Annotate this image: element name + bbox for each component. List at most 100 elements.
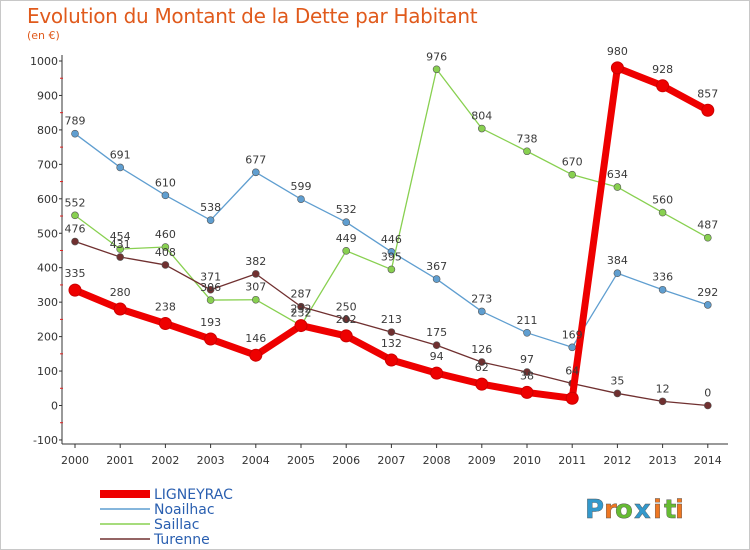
series-lines	[68, 61, 715, 410]
data-point	[703, 233, 712, 242]
data-point	[113, 302, 127, 316]
legend-label: Turenne	[153, 532, 210, 548]
data-point	[430, 366, 444, 380]
x-tick-label: 2009	[468, 454, 496, 467]
x-tick-label: 2007	[377, 454, 405, 467]
data-label: 336	[652, 271, 673, 284]
data-label: 213	[381, 313, 402, 326]
y-tick-label: 100	[37, 365, 58, 378]
y-tick-label: 1000	[30, 55, 58, 68]
data-point	[477, 124, 486, 133]
data-point	[613, 389, 622, 398]
data-label: 454	[110, 230, 131, 243]
data-point	[158, 317, 172, 331]
x-tick-label: 2004	[242, 454, 270, 467]
data-label: 62	[475, 361, 489, 374]
data-point	[432, 65, 441, 74]
data-label: 202	[336, 313, 357, 326]
data-label: 371	[200, 271, 221, 284]
data-point	[658, 208, 667, 217]
data-label: 335	[65, 267, 86, 280]
data-label: 538	[200, 201, 221, 214]
data-point	[204, 332, 218, 346]
x-tick-label: 2014	[694, 454, 722, 467]
data-point	[610, 61, 624, 75]
data-point	[703, 401, 712, 410]
data-label: 97	[520, 353, 534, 366]
logo-letter: t	[664, 495, 676, 525]
data-label: 395	[381, 250, 402, 263]
logo-letter: x	[634, 495, 651, 525]
data-label: 211	[517, 314, 538, 327]
data-label: 928	[652, 63, 673, 76]
data-point	[342, 218, 351, 227]
data-point	[701, 103, 715, 117]
y-tick-label: 900	[37, 89, 58, 102]
chart-title: Evolution du Montant de la Dette par Hab…	[27, 4, 478, 28]
data-point	[297, 302, 305, 311]
x-tick-label: 2006	[332, 454, 360, 467]
data-point	[116, 253, 124, 261]
legend-label: LIGNEYRAC	[154, 487, 233, 503]
data-label: 175	[426, 326, 447, 339]
y-tick-label: 500	[37, 227, 58, 240]
y-tick-label: 200	[37, 331, 58, 344]
data-label: 193	[200, 316, 221, 329]
data-point	[523, 147, 531, 156]
data-label: 12	[656, 382, 670, 395]
data-point	[432, 341, 441, 350]
data-point	[116, 245, 124, 253]
logo-letter: i	[675, 495, 684, 525]
data-label: 487	[697, 219, 718, 232]
data-label: 250	[336, 300, 357, 313]
data-label: 382	[245, 255, 266, 268]
logo-letter: i	[653, 495, 662, 525]
data-point	[520, 385, 534, 399]
data-label: 126	[471, 343, 492, 356]
data-label: 307	[245, 281, 266, 294]
y-tick-label: 0	[51, 400, 58, 413]
data-point	[387, 265, 396, 274]
data-label: 35	[610, 374, 624, 387]
data-label: 292	[697, 286, 718, 299]
x-tick-label: 2010	[513, 454, 541, 467]
data-point	[71, 211, 79, 220]
data-label: 94	[430, 350, 444, 363]
data-label: 976	[426, 50, 447, 63]
data-label: 677	[245, 153, 266, 166]
data-point	[71, 237, 79, 246]
data-label: 789	[65, 115, 86, 128]
data-label: 599	[291, 180, 312, 193]
x-tick-label: 2008	[423, 454, 451, 467]
data-label: 560	[652, 194, 673, 207]
data-point	[297, 195, 305, 203]
data-label: 857	[697, 87, 718, 100]
data-point	[432, 275, 441, 283]
x-tick-label: 2003	[197, 454, 225, 467]
legend-label: Saillac	[154, 517, 199, 533]
data-point	[613, 269, 622, 278]
x-tick-label: 2002	[151, 454, 179, 467]
data-point	[71, 129, 79, 138]
y-tick-label: 400	[37, 262, 58, 275]
data-point	[342, 315, 351, 324]
y-tick-label: 800	[37, 124, 58, 137]
data-label: 64	[565, 364, 579, 377]
data-label: 446	[381, 233, 402, 246]
data-point	[294, 319, 308, 333]
data-label: 287	[291, 288, 312, 301]
data-label: 634	[607, 168, 628, 181]
data-label: 238	[155, 301, 176, 314]
data-label: 980	[607, 45, 628, 58]
data-point	[658, 285, 667, 294]
data-labels: 7896916105386775995324463672732111693843…	[65, 45, 719, 400]
data-label: 169	[562, 328, 583, 341]
x-tick-label: 2001	[106, 454, 134, 467]
x-tick-label: 2000	[61, 454, 89, 467]
data-label: 232	[291, 307, 312, 320]
data-label: 691	[110, 148, 131, 161]
data-label: 552	[65, 196, 86, 209]
data-point	[475, 377, 489, 391]
